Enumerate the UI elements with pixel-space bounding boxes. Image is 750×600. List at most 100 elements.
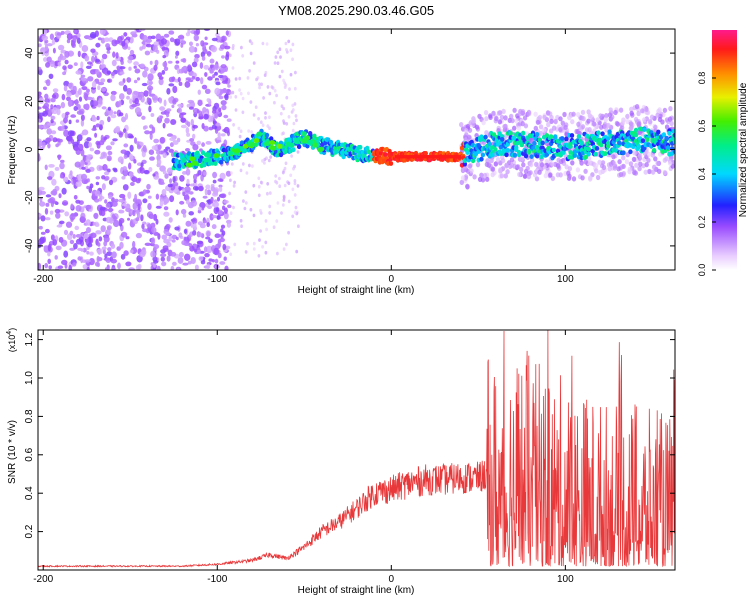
noise-blob bbox=[291, 128, 295, 133]
noise-blob bbox=[223, 45, 231, 50]
noise-blob bbox=[261, 41, 265, 46]
noise-blob bbox=[134, 68, 141, 74]
noise-blob bbox=[40, 215, 46, 222]
noise-blob bbox=[290, 154, 293, 158]
noise-blob bbox=[169, 137, 176, 142]
noise-blob bbox=[186, 103, 192, 108]
noise-blob bbox=[291, 103, 295, 108]
noise-blob bbox=[215, 207, 220, 212]
noise-blob bbox=[287, 39, 291, 44]
noise-blob bbox=[636, 110, 641, 117]
noise-blob bbox=[168, 148, 174, 153]
noise-blob bbox=[258, 82, 261, 86]
noise-blob bbox=[505, 169, 510, 175]
noise-blob bbox=[215, 35, 222, 43]
noise-blob bbox=[132, 202, 138, 210]
noise-blob bbox=[64, 59, 69, 65]
noise-blob bbox=[69, 213, 76, 221]
noise-blob bbox=[38, 91, 42, 96]
noise-blob bbox=[204, 72, 208, 77]
noise-blob bbox=[80, 77, 87, 82]
noise-blob bbox=[111, 267, 116, 270]
noise-blob bbox=[57, 265, 64, 270]
colorbar-gradient bbox=[712, 30, 737, 270]
noise-blob bbox=[174, 226, 180, 231]
noise-blob bbox=[629, 110, 634, 116]
noise-blob bbox=[151, 95, 158, 101]
noise-blob bbox=[70, 203, 74, 210]
noise-blob bbox=[575, 167, 581, 173]
y-tick-label: -20 bbox=[24, 190, 35, 205]
noise-blob bbox=[644, 106, 649, 112]
noise-blob bbox=[282, 194, 286, 199]
noise-blob bbox=[265, 227, 268, 232]
noise-blob bbox=[169, 178, 173, 184]
noise-blob bbox=[291, 57, 294, 61]
noise-blob bbox=[163, 206, 169, 211]
noise-blob bbox=[519, 166, 524, 173]
noise-blob bbox=[482, 172, 488, 178]
noise-blob bbox=[186, 178, 190, 185]
noise-blob bbox=[642, 117, 647, 123]
noise-blob bbox=[200, 77, 204, 85]
noise-blob bbox=[147, 223, 152, 228]
noise-blob bbox=[188, 191, 194, 195]
noise-blob bbox=[117, 156, 124, 163]
noise-blob bbox=[41, 141, 46, 148]
noise-blob bbox=[558, 116, 563, 122]
noise-blob bbox=[66, 33, 73, 40]
noise-blob bbox=[149, 60, 153, 65]
noise-blob bbox=[217, 241, 222, 248]
ridge-blob bbox=[672, 139, 675, 145]
noise-blob bbox=[157, 144, 162, 151]
noise-blob bbox=[147, 35, 152, 40]
ridge-blob bbox=[483, 134, 488, 140]
noise-blob bbox=[185, 199, 190, 205]
noise-blob bbox=[174, 55, 178, 59]
noise-blob bbox=[215, 139, 222, 143]
noise-blob bbox=[284, 83, 288, 87]
noise-blob bbox=[583, 168, 588, 174]
noise-blob bbox=[130, 182, 135, 186]
ridge-blob bbox=[529, 154, 534, 160]
noise-blob bbox=[274, 55, 278, 59]
noise-blob bbox=[38, 118, 41, 123]
noise-blob bbox=[48, 265, 52, 270]
noise-blob bbox=[47, 258, 51, 264]
noise-blob bbox=[281, 203, 285, 207]
noise-blob bbox=[63, 85, 68, 92]
noise-blob bbox=[225, 170, 232, 177]
noise-blob bbox=[100, 87, 107, 92]
noise-blob bbox=[86, 185, 90, 190]
noise-blob bbox=[60, 30, 65, 35]
noise-blob bbox=[209, 64, 214, 68]
noise-blob bbox=[181, 208, 187, 215]
noise-blob bbox=[484, 130, 489, 136]
noise-blob bbox=[172, 261, 177, 266]
noise-blob bbox=[162, 122, 166, 129]
noise-blob bbox=[550, 161, 555, 167]
noise-blob bbox=[45, 62, 51, 68]
noise-blob bbox=[60, 101, 66, 109]
noise-blob bbox=[124, 131, 128, 139]
noise-blob bbox=[193, 173, 198, 181]
noise-blob bbox=[166, 108, 172, 112]
noise-blob bbox=[230, 162, 234, 166]
noise-blob bbox=[172, 140, 179, 145]
noise-blob bbox=[197, 89, 201, 95]
noise-blob bbox=[203, 171, 207, 176]
noise-blob bbox=[105, 203, 111, 208]
noise-blob bbox=[244, 201, 248, 205]
noise-blob bbox=[217, 178, 223, 182]
noise-blob bbox=[212, 74, 216, 79]
noise-blob bbox=[233, 180, 237, 185]
noise-blob bbox=[632, 150, 637, 156]
snr-series-line bbox=[38, 330, 675, 568]
noise-blob bbox=[100, 134, 104, 142]
noise-blob bbox=[227, 204, 232, 209]
noise-blob bbox=[113, 111, 117, 115]
ridge-blob bbox=[645, 137, 650, 143]
noise-blob bbox=[152, 267, 157, 270]
noise-blob bbox=[225, 54, 230, 61]
